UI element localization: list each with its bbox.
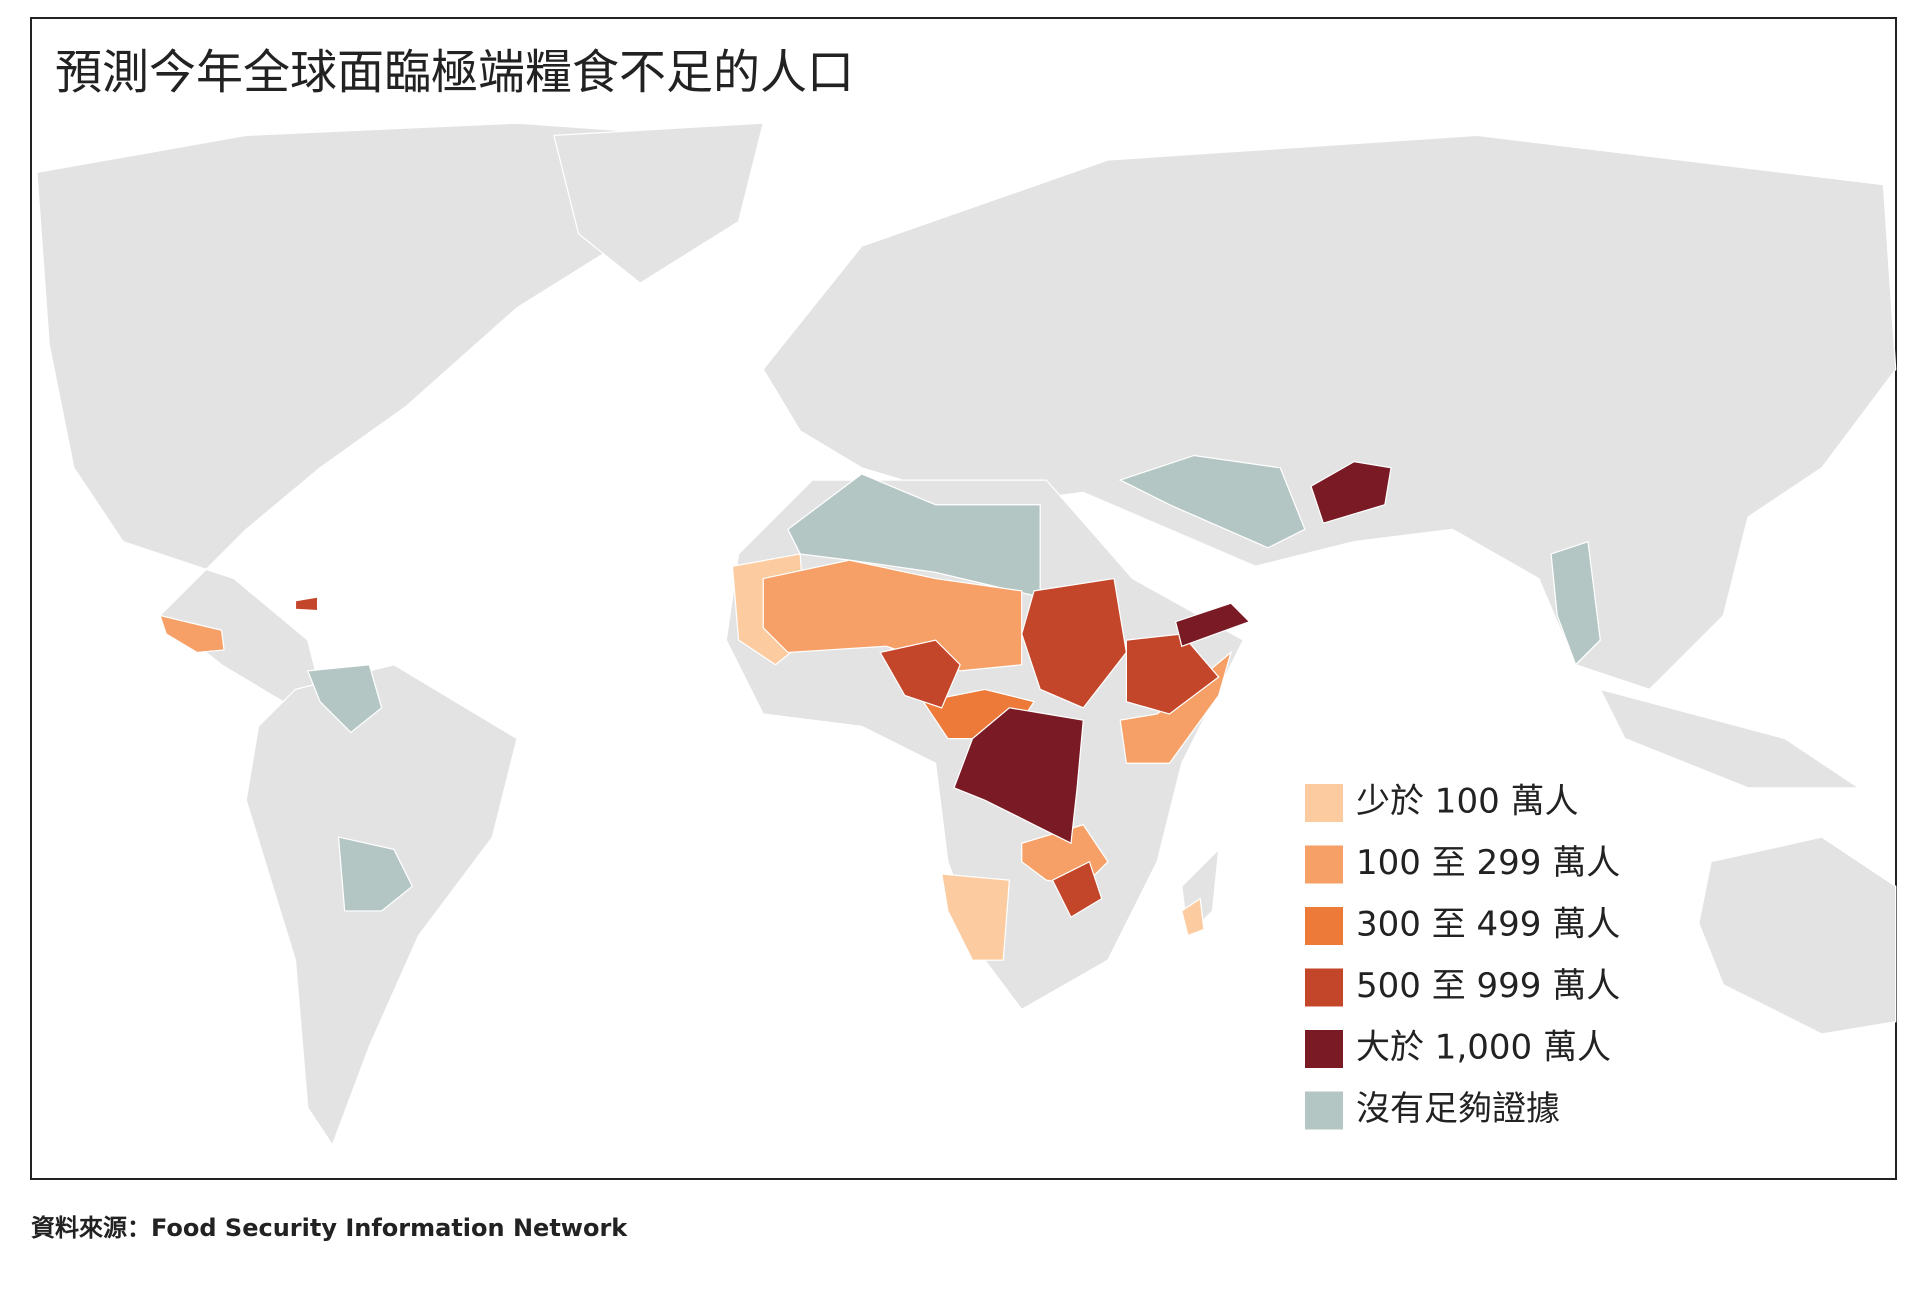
legend: 少於 100 萬人 100 至 299 萬人 300 至 499 萬人 500 至 9… bbox=[1305, 782, 1620, 1130]
map bbox=[36, 122, 1897, 1147]
legend-swatch bbox=[1305, 968, 1343, 1007]
region bbox=[1310, 460, 1392, 524]
land bbox=[1599, 688, 1861, 789]
region bbox=[1118, 454, 1306, 549]
legend-label: 大於 1,000 萬人 bbox=[1356, 1028, 1611, 1068]
legend-label: 沒有足夠證據 bbox=[1356, 1089, 1560, 1129]
region bbox=[879, 639, 961, 709]
legend-label: 300 至 499 萬人 bbox=[1356, 905, 1620, 945]
legend-swatch bbox=[1305, 907, 1343, 945]
source: 資料來源：Food Security Information Network bbox=[31, 1214, 628, 1242]
title: 預測今年全球面臨極端糧食不足的人口 bbox=[55, 46, 854, 101]
region bbox=[294, 596, 319, 612]
region bbox=[762, 559, 1023, 672]
legend-swatch bbox=[1305, 845, 1343, 884]
land bbox=[553, 122, 765, 284]
region bbox=[940, 873, 1011, 961]
region bbox=[337, 836, 414, 912]
legend-label: 500 至 999 萬人 bbox=[1356, 966, 1620, 1006]
region bbox=[306, 664, 383, 734]
legend-swatch bbox=[1305, 1030, 1343, 1068]
legend-swatch bbox=[1305, 784, 1343, 822]
region bbox=[1181, 897, 1205, 937]
region bbox=[1051, 860, 1103, 918]
region bbox=[159, 614, 225, 654]
land bbox=[1698, 836, 1897, 1035]
region bbox=[953, 707, 1084, 845]
region bbox=[1125, 633, 1220, 715]
legend-swatch bbox=[1305, 1091, 1343, 1130]
legend-label: 100 至 299 萬人 bbox=[1356, 843, 1620, 883]
region bbox=[1174, 602, 1251, 648]
legend-label: 少於 100 萬人 bbox=[1356, 782, 1579, 822]
region bbox=[1550, 540, 1601, 666]
region bbox=[1021, 577, 1128, 709]
